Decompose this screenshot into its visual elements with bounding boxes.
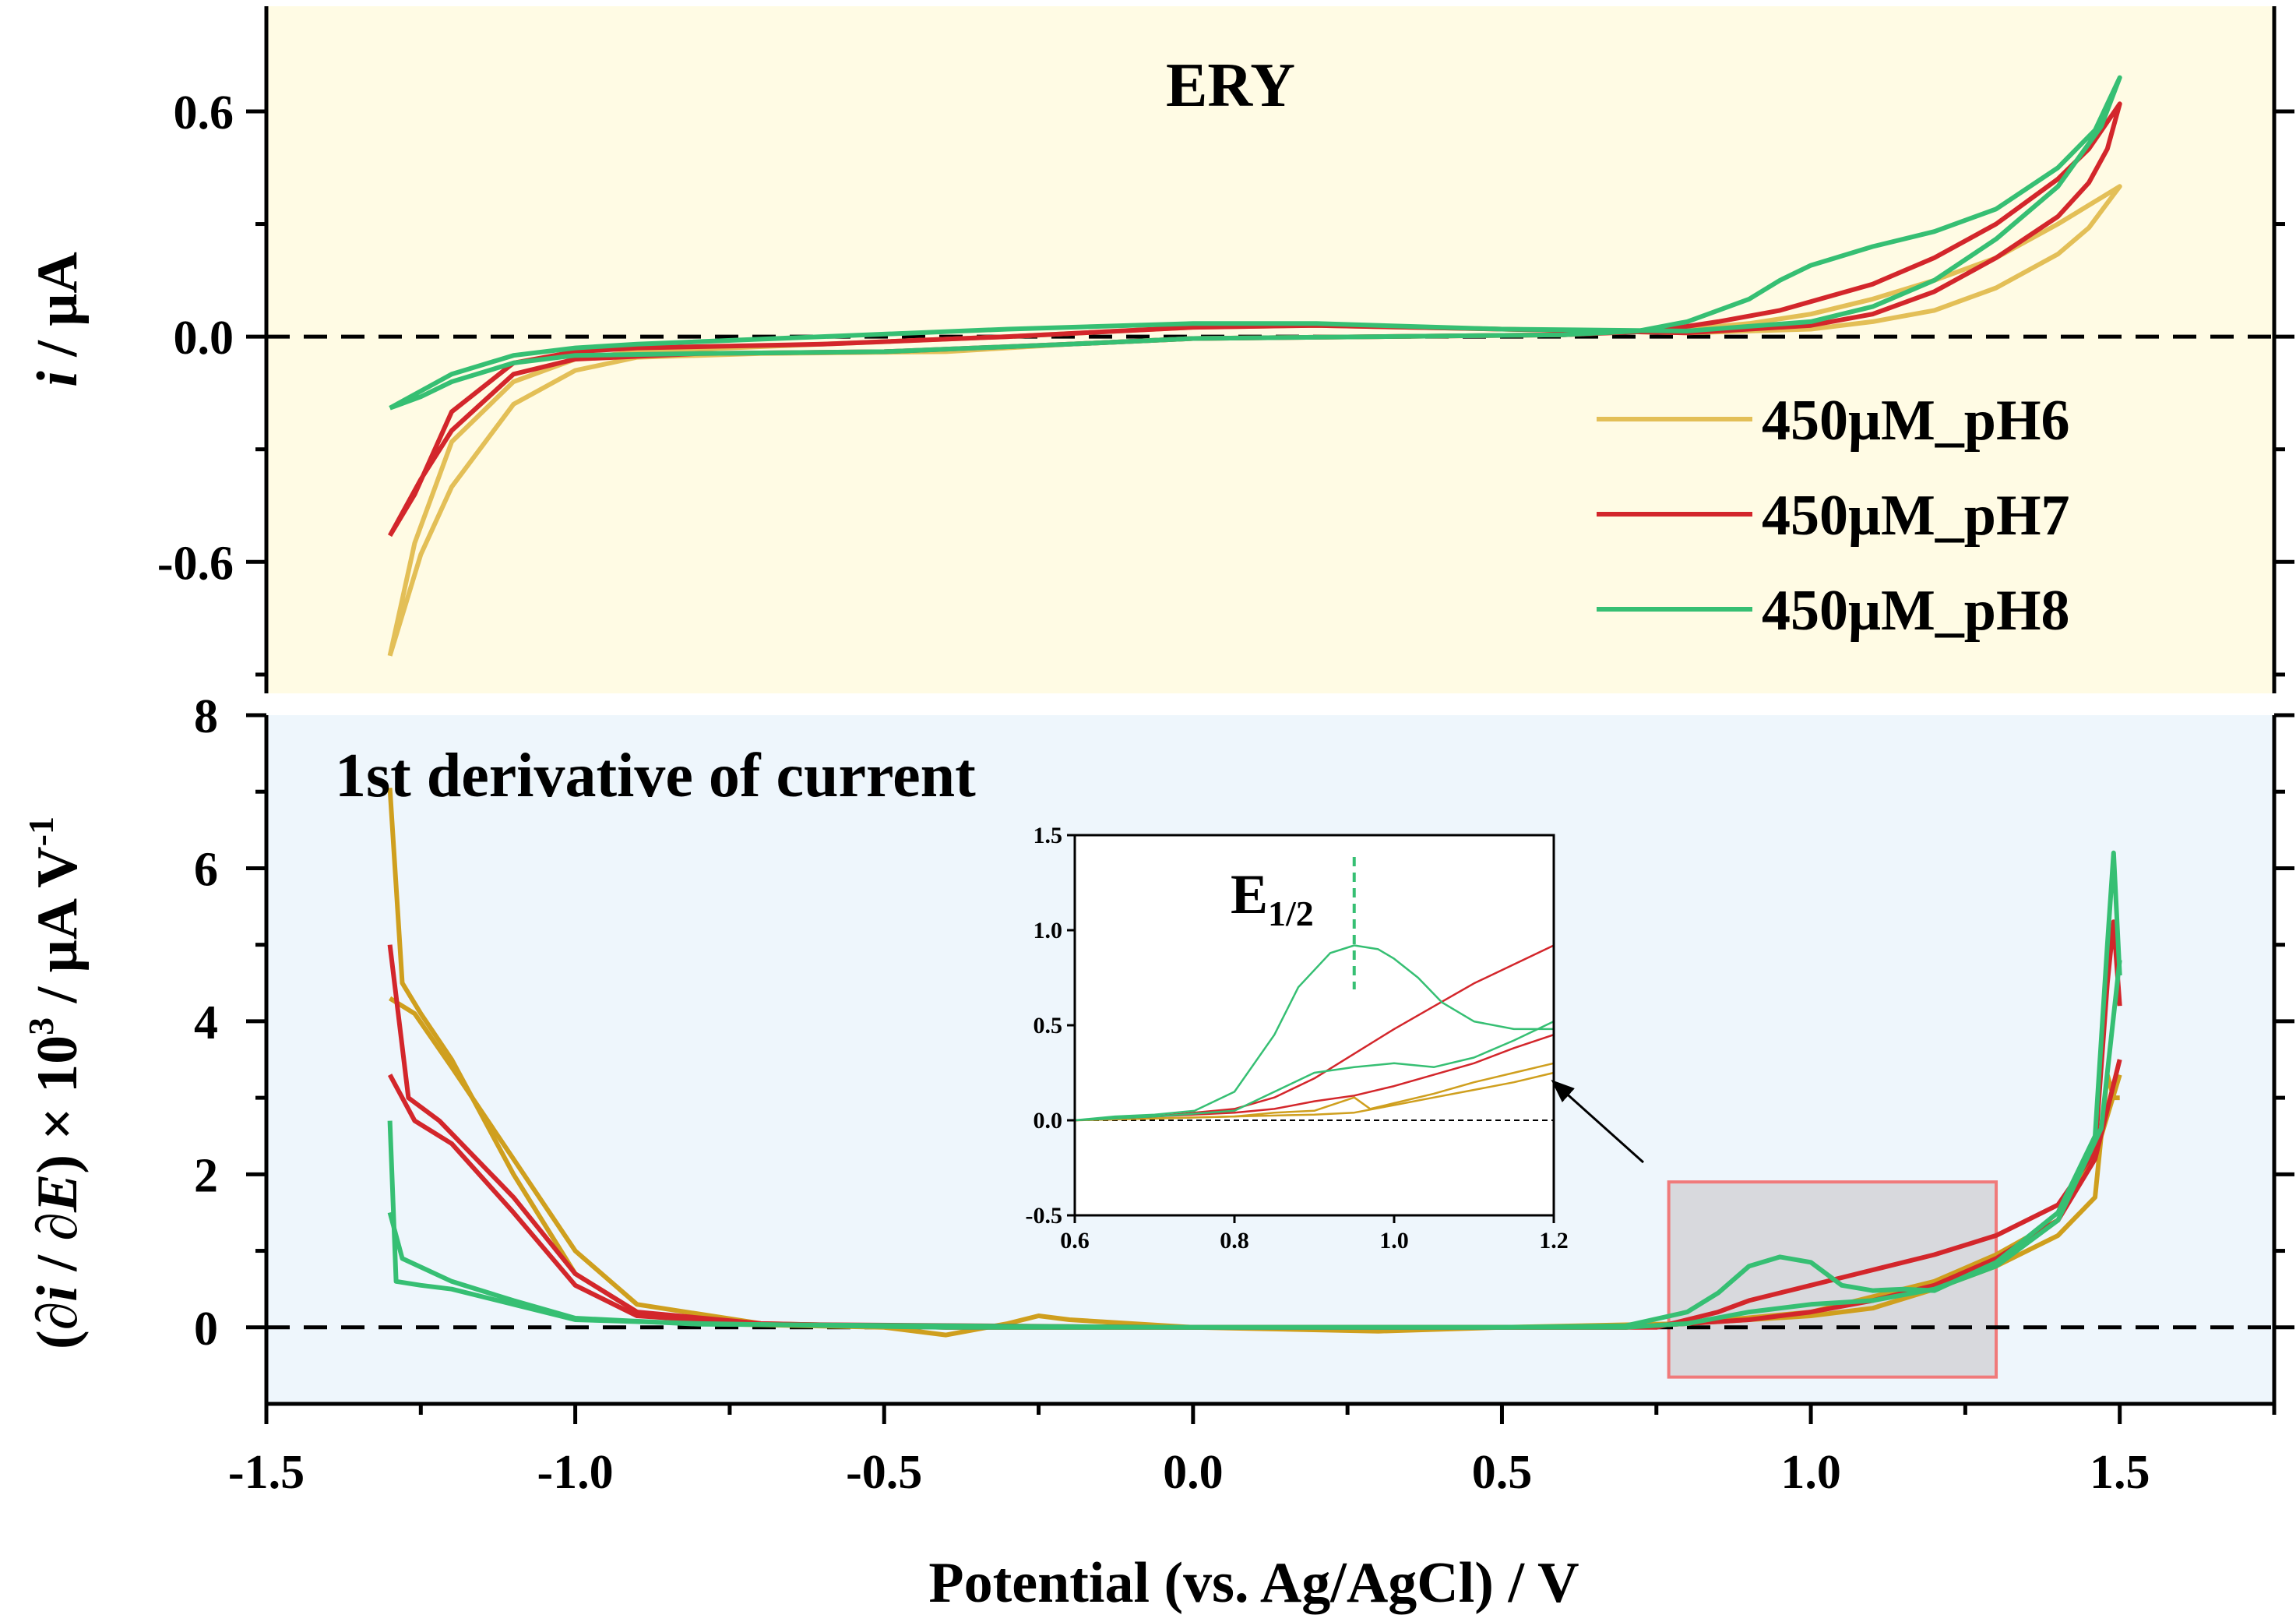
x-tick-label: 0.0 bbox=[1163, 1446, 1224, 1499]
inset-background bbox=[1075, 835, 1554, 1215]
inset-traces bbox=[1074, 944, 1555, 1122]
bottom-y-axis-title: (∂i / ∂E) × 103 / μA V-1 bbox=[21, 816, 90, 1349]
inset-y-tick-label: 1.5 bbox=[1034, 823, 1063, 848]
inset-y-tick-label: -0.5 bbox=[1026, 1203, 1063, 1229]
x-tick-label: -1.5 bbox=[228, 1446, 305, 1499]
inset-y-tick-label: 0.0 bbox=[1034, 1108, 1063, 1134]
x-tick-label: -1.0 bbox=[537, 1446, 614, 1499]
bottom-y-tick-label: 4 bbox=[194, 996, 218, 1049]
ticks bbox=[246, 109, 2294, 1424]
inset-y-tick-label: 0.5 bbox=[1034, 1013, 1063, 1038]
inset-x-tick-label: 0.6 bbox=[1060, 1228, 1090, 1254]
bottom-y-tick-label: 6 bbox=[194, 843, 218, 896]
top-y-tick-label: -0.6 bbox=[157, 537, 234, 590]
x-tick-label: -0.5 bbox=[846, 1446, 922, 1499]
e-half-label: E1/2 bbox=[1231, 863, 1314, 933]
inset-trace-450-m-ph7-2 bbox=[1074, 944, 1555, 1122]
axes-frame bbox=[264, 6, 2277, 1406]
bottom-panel-title: 1st derivative of current bbox=[335, 742, 976, 810]
inset-x-tick-labels: 0.6 0.8 1.0 1.2 bbox=[1060, 1228, 1569, 1254]
inset-x-tick-label: 1.2 bbox=[1539, 1228, 1569, 1254]
legend-label-ph7: 450μM_pH7 bbox=[1762, 484, 2070, 548]
top-panel-title: ERY bbox=[1166, 51, 1295, 120]
inset-trace-450-m-ph8-5 bbox=[1074, 1020, 1555, 1122]
bottom-y-tick-label: 8 bbox=[194, 690, 218, 743]
inset-y-tick-labels: -0.5 0.0 0.5 1.0 1.5 bbox=[1026, 823, 1063, 1229]
top-y-axis-title: i / μA bbox=[26, 252, 90, 387]
top-trace-450-m-ph8 bbox=[389, 75, 2122, 411]
inset-chart: 0.6 0.8 1.0 1.2 -0.5 0.0 0.5 1.0 1.5 E1/2 bbox=[1026, 823, 1569, 1254]
inset-trace-450-m-ph6-1 bbox=[1074, 1071, 1555, 1122]
inset-x-tick-label: 0.8 bbox=[1220, 1228, 1249, 1254]
legend: 450μM_pH6 450μM_pH7 450μM_pH8 bbox=[1597, 389, 2070, 643]
top-traces bbox=[387, 75, 2122, 657]
top-y-tick-label: 0.0 bbox=[174, 312, 234, 365]
x-tick-label: 0.5 bbox=[1472, 1446, 1533, 1499]
x-axis-title: Potential (vs. Ag/AgCl) / V bbox=[928, 1551, 1579, 1615]
inset-trace-450-m-ph7-3 bbox=[1074, 1034, 1555, 1122]
bottom-y-tick-labels: 0 2 4 6 8 bbox=[194, 690, 218, 1356]
derivative-trace-450-m-ph8-4 bbox=[387, 850, 2122, 1330]
bottom-y-tick-label: 2 bbox=[194, 1149, 218, 1202]
inset-ticks bbox=[1067, 834, 1555, 1223]
top-y-tick-label: 0.6 bbox=[174, 86, 234, 139]
legend-label-ph8: 450μM_pH8 bbox=[1762, 579, 2070, 643]
inset-x-tick-label: 1.0 bbox=[1379, 1228, 1409, 1254]
bottom-traces bbox=[387, 788, 2122, 1338]
x-tick-label: 1.0 bbox=[1780, 1446, 1841, 1499]
inset-y-tick-label: 1.0 bbox=[1034, 918, 1063, 943]
x-tick-labels: -1.5 -1.0 -0.5 0.0 0.5 1.0 1.5 bbox=[228, 1446, 2150, 1499]
inset-trace-450-m-ph8-4 bbox=[1074, 944, 1554, 1122]
bottom-y-tick-label: 0 bbox=[194, 1303, 218, 1356]
derivative-trace-450-m-ph8-5 bbox=[387, 959, 2122, 1330]
x-tick-label: 1.5 bbox=[2090, 1446, 2150, 1499]
top-y-tick-labels: 0.6 0.0 -0.6 bbox=[157, 86, 234, 590]
legend-label-ph6: 450μM_pH6 bbox=[1762, 389, 2070, 453]
zoom-arrow bbox=[1551, 1079, 1645, 1164]
